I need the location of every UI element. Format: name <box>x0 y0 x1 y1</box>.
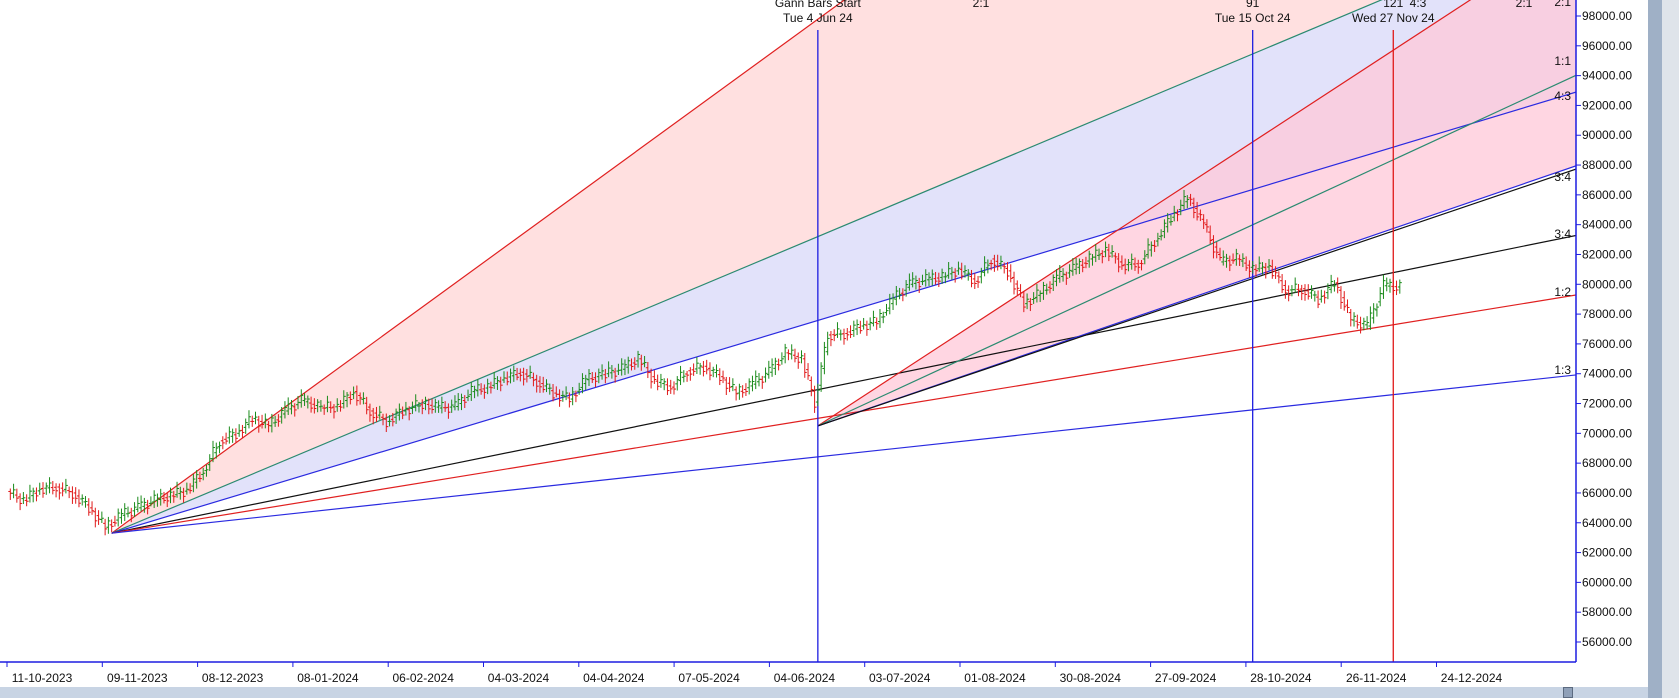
top-ratio-label-1: 4:3 <box>1410 0 1427 10</box>
x-tick-label: 08-01-2024 <box>297 671 359 685</box>
x-tick-label: 26-11-2024 <box>1346 671 1407 685</box>
x-tick-label: 11-10-2023 <box>12 671 73 685</box>
y-tick-label: 62000.00 <box>1582 546 1632 560</box>
x-tick-label: 27-09-2024 <box>1155 671 1217 685</box>
vertical-scrollbar[interactable] <box>1648 0 1662 698</box>
marker-label-2-1: Wed 27 Nov 24 <box>1352 11 1435 25</box>
y-tick-label: 82000.00 <box>1582 247 1632 261</box>
scrollbar-thumb[interactable] <box>1563 687 1573 698</box>
gann-fan-line-0-1 <box>111 0 1383 534</box>
x-tick-label: 08-12-2023 <box>202 671 264 685</box>
x-tick-label: 28-10-2024 <box>1250 671 1312 685</box>
y-tick-label: 92000.00 <box>1582 98 1632 112</box>
fan-ratio-label-5: 1:2 <box>1554 285 1571 299</box>
fan-ratio-label-3: 3:4 <box>1554 170 1571 184</box>
x-tick-label: 07-05-2024 <box>678 671 740 685</box>
date-markers <box>817 30 1394 662</box>
x-tick-label: 04-04-2024 <box>583 671 645 685</box>
y-tick-label: 60000.00 <box>1582 575 1632 589</box>
gann-fan-lines <box>111 0 1576 534</box>
x-tick-label: 01-08-2024 <box>964 671 1026 685</box>
price-bars <box>8 189 1402 536</box>
y-tick-label: 70000.00 <box>1582 426 1632 440</box>
gann-fan-line-0-0 <box>111 0 846 534</box>
gann-fan-line-1-3 <box>817 168 1576 427</box>
y-tick-label: 84000.00 <box>1582 218 1632 232</box>
gann-fan-line-0-3 <box>111 234 1576 534</box>
y-tick-label: 56000.00 <box>1582 635 1632 649</box>
marker-label-1-1: Tue 15 Oct 24 <box>1215 11 1291 25</box>
x-tick-label: 03-07-2024 <box>869 671 931 685</box>
fan-shade-0-1 <box>111 0 1576 534</box>
gann-fan-line-1-0 <box>817 0 1472 427</box>
x-tick-label: 06-02-2024 <box>393 671 455 685</box>
horizontal-scrollbar[interactable] <box>0 687 1648 698</box>
y-tick-label: 76000.00 <box>1582 337 1632 351</box>
y-tick-label: 86000.00 <box>1582 188 1632 202</box>
y-tick-label: 78000.00 <box>1582 307 1632 321</box>
y-tick-label: 64000.00 <box>1582 516 1632 530</box>
y-tick-label: 66000.00 <box>1582 486 1632 500</box>
fan-ratio-label-0: 2:1 <box>1554 0 1571 9</box>
top-ratio-label-2: 2:1 <box>1516 0 1533 10</box>
fan-ratio-label-1: 1:1 <box>1554 54 1571 68</box>
gann-fan-line-0-2 <box>111 91 1576 534</box>
y-tick-label: 58000.00 <box>1582 605 1632 619</box>
fan-shading <box>111 0 1576 534</box>
y-tick-label: 80000.00 <box>1582 277 1632 291</box>
x-tick-label: 04-06-2024 <box>774 671 836 685</box>
x-tick-label: 24-12-2024 <box>1441 671 1503 685</box>
y-tick-label: 68000.00 <box>1582 456 1632 470</box>
x-tick-label: 09-11-2023 <box>107 671 168 685</box>
gann-fan-line-0-5 <box>111 374 1576 534</box>
x-tick-label: 30-08-2024 <box>1060 671 1122 685</box>
x-tick-label: 04-03-2024 <box>488 671 550 685</box>
marker-label-2-0: 121 <box>1383 0 1403 10</box>
marker-label-0-0: Gann Bars Start <box>775 0 862 10</box>
marker-label-1-0: 91 <box>1246 0 1260 10</box>
fan-ratio-label-6: 1:3 <box>1554 363 1571 377</box>
top-ratio-label-0: 2:1 <box>973 0 990 10</box>
y-tick-label: 88000.00 <box>1582 158 1632 172</box>
marker-label-0-1: Tue 4 Jun 24 <box>783 11 853 25</box>
fan-ratio-label-4: 3:4 <box>1554 227 1571 241</box>
y-tick-label: 94000.00 <box>1582 69 1632 83</box>
y-tick-label: 96000.00 <box>1582 39 1632 53</box>
y-tick-label: 90000.00 <box>1582 128 1632 142</box>
fan-ratio-label-2: 4:3 <box>1554 89 1571 103</box>
y-tick-label: 74000.00 <box>1582 367 1632 381</box>
y-tick-label: 98000.00 <box>1582 9 1632 23</box>
gann-fan-line-1-2 <box>817 74 1576 427</box>
y-tick-label: 72000.00 <box>1582 397 1632 411</box>
